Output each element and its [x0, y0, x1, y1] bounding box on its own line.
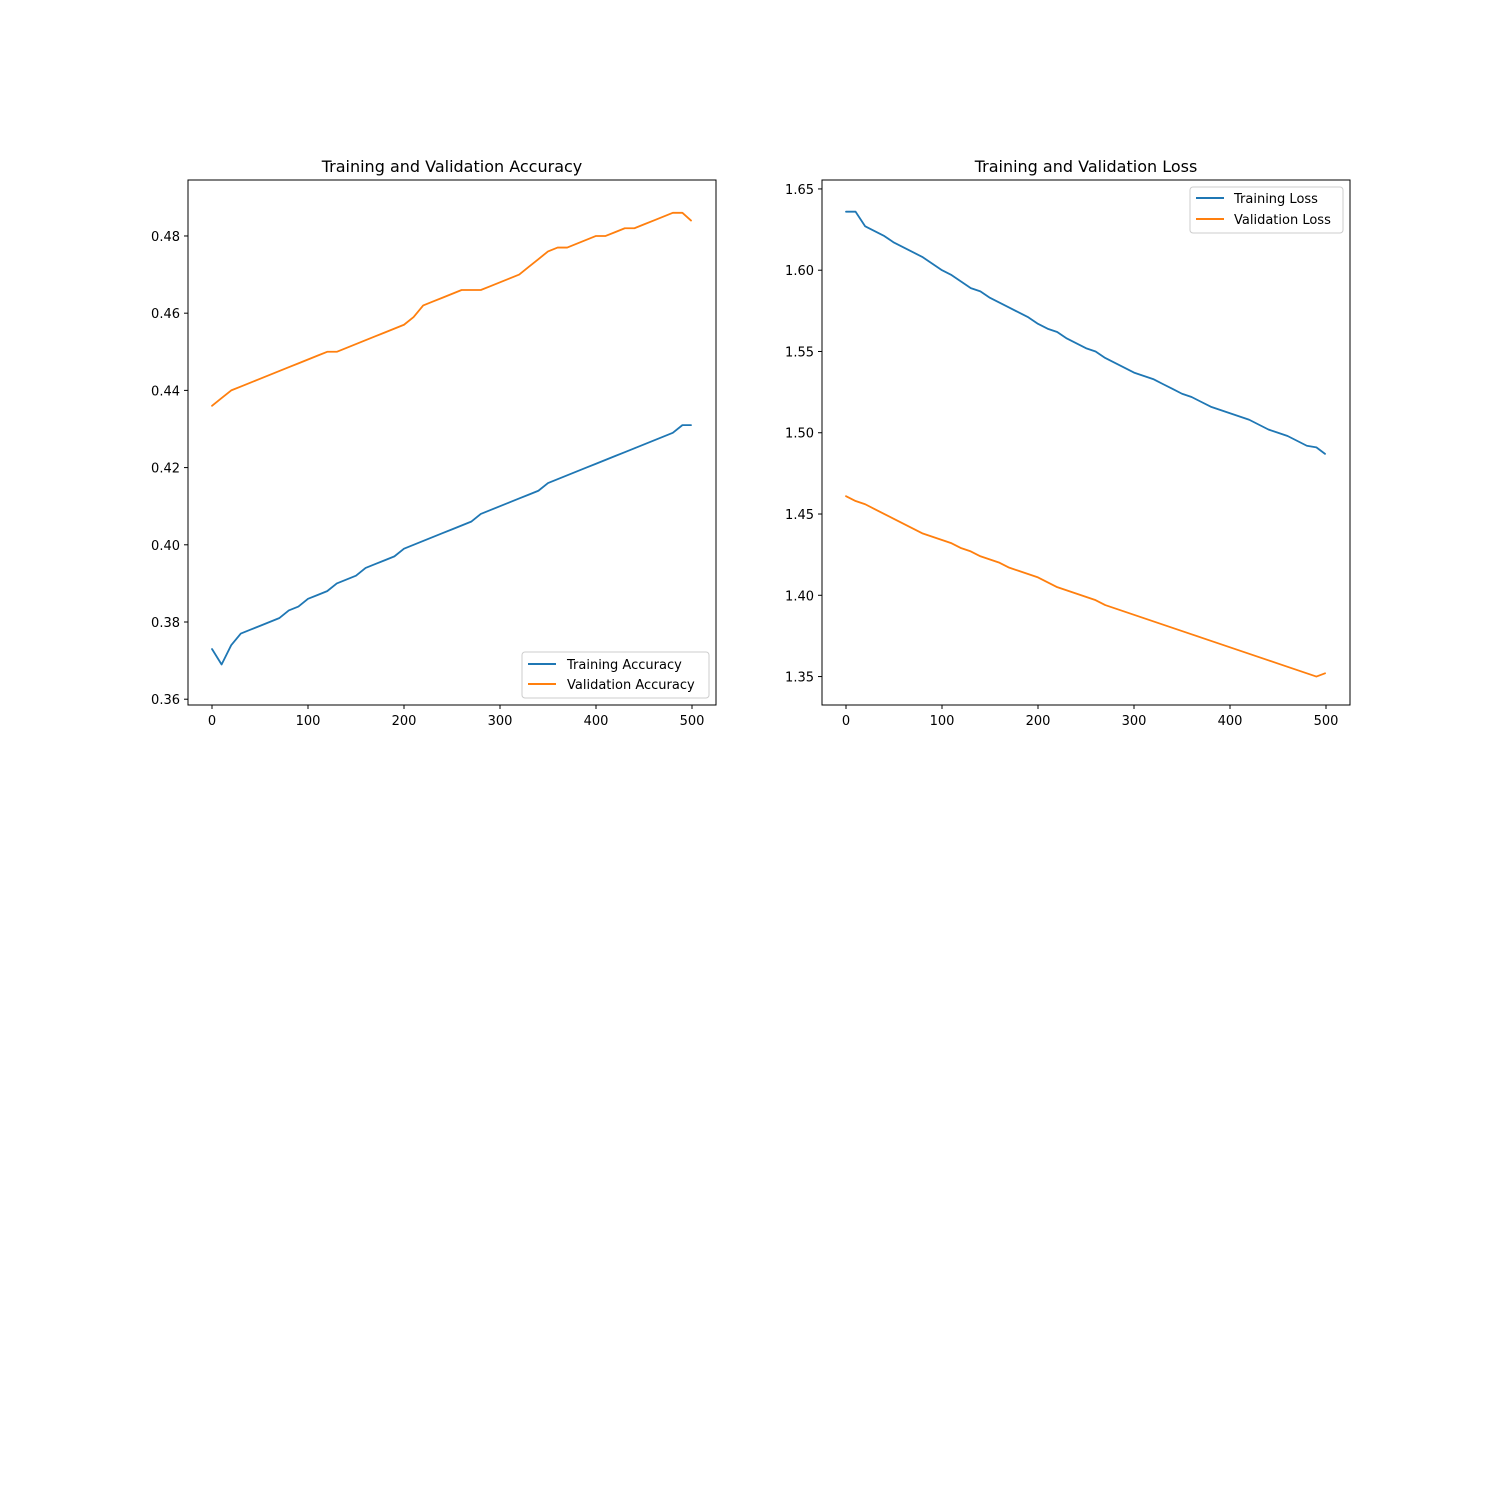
legend-label-validation-accuracy: Validation Accuracy [567, 678, 695, 693]
series-line-validation-loss [845, 495, 1326, 678]
accuracy-x-ticks: 0 100 200 300 400 500 [208, 705, 705, 729]
x-tick-label: 100 [296, 714, 321, 729]
y-tick-label: 0.46 [151, 307, 180, 322]
y-tick-label: 0.38 [151, 616, 180, 631]
x-tick-label: 200 [392, 714, 417, 729]
legend-label-training-loss: Training Loss [1233, 192, 1318, 207]
accuracy-axes-frame [187, 179, 717, 706]
loss-legend-box [1189, 186, 1344, 234]
x-tick-label: 300 [488, 714, 513, 729]
y-tick-label: 1.55 [785, 345, 814, 360]
legend-label-training-accuracy: Training Accuracy [566, 658, 682, 673]
loss-legend: Training Loss Validation Loss [1189, 186, 1344, 234]
loss-plot-area [845, 210, 1326, 678]
accuracy-legend: Training Accuracy Validation Accuracy [521, 651, 710, 699]
accuracy-plot-area [211, 211, 692, 666]
y-tick-label: 0.44 [151, 384, 180, 399]
y-tick-label: 1.35 [785, 671, 814, 686]
accuracy-series-group [211, 211, 692, 666]
y-tick-label: 1.65 [785, 183, 814, 198]
y-tick-label: 1.45 [785, 508, 814, 523]
y-tick-label: 1.40 [785, 589, 814, 604]
loss-x-ticks: 0 100 200 300 400 500 [842, 705, 1339, 729]
x-tick-label: 400 [1218, 714, 1243, 729]
x-tick-label: 0 [208, 714, 216, 729]
accuracy-chart-title: Training and Validation Accuracy [321, 157, 583, 176]
x-tick-label: 200 [1026, 714, 1051, 729]
accuracy-legend-box [521, 651, 710, 699]
y-tick-label: 0.40 [151, 539, 180, 554]
loss-axes-frame [821, 179, 1351, 706]
x-tick-label: 100 [930, 714, 955, 729]
loss-chart: Training and Validation Loss 0 100 200 300 4… [785, 157, 1351, 729]
accuracy-chart: Training and Validation Accuracy 0 100 200… [151, 157, 717, 729]
x-tick-label: 500 [1314, 714, 1339, 729]
series-line-training-accuracy [211, 424, 692, 666]
loss-chart-title: Training and Validation Loss [974, 157, 1198, 176]
legend-label-validation-loss: Validation Loss [1234, 213, 1331, 228]
x-tick-label: 0 [842, 714, 850, 729]
x-tick-label: 500 [680, 714, 705, 729]
y-tick-label: 0.42 [151, 462, 180, 477]
x-tick-label: 400 [584, 714, 609, 729]
y-tick-label: 1.50 [785, 427, 814, 442]
series-line-validation-accuracy [211, 211, 692, 407]
y-tick-label: 1.60 [785, 264, 814, 279]
series-line-training-loss [845, 210, 1326, 455]
loss-y-ticks: 1.35 1.40 1.45 1.50 1.55 1.60 1.65 [785, 183, 822, 686]
y-tick-label: 0.36 [151, 693, 180, 708]
loss-series-group [845, 210, 1326, 678]
x-tick-label: 300 [1122, 714, 1147, 729]
accuracy-y-ticks: 0.36 0.38 0.40 0.42 0.44 0.46 0.48 [151, 230, 188, 708]
y-tick-label: 0.48 [151, 230, 180, 245]
